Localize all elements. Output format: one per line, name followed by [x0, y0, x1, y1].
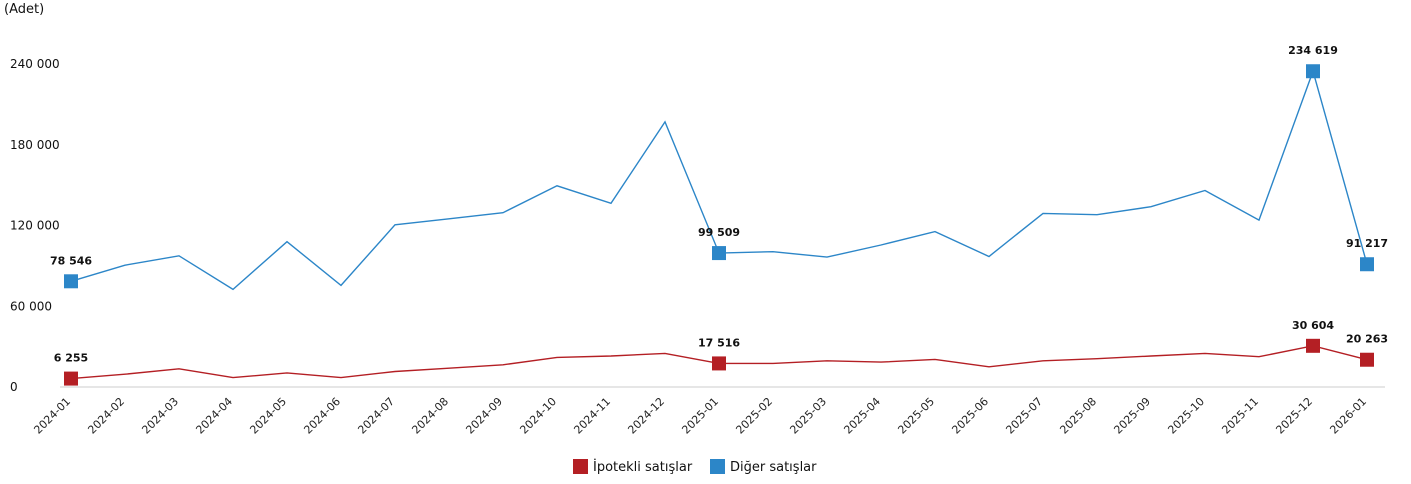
x-tick-label: 2025-01 — [679, 395, 721, 437]
data-point-marker[interactable] — [712, 246, 726, 261]
y-axis-ticks: 0 60 000 120 000 180 000 240 000 — [10, 57, 60, 394]
x-tick-label: 2025-04 — [841, 395, 883, 437]
x-tick-label: 2024-12 — [625, 395, 667, 437]
data-label: 30 604 — [1292, 319, 1334, 332]
data-point-marker[interactable] — [64, 371, 78, 386]
x-tick-label: 2024-01 — [31, 395, 73, 437]
data-label: 234 619 — [1288, 44, 1338, 57]
data-point-marker[interactable] — [1306, 64, 1320, 79]
data-point-marker[interactable] — [1360, 352, 1374, 367]
data-labels: 6 255 17 516 30 604 20 263 78 546 99 509 234 6… — [50, 44, 1388, 364]
y-tick-label: 60 000 — [10, 299, 52, 313]
legend-label[interactable]: Diğer satışlar — [730, 460, 817, 475]
x-tick-label: 2024-08 — [409, 395, 451, 437]
x-axis-ticks: 2024-01 2024-02 2024-03 2024-04 2024-05 2024-… — [31, 395, 1369, 437]
x-tick-label: 2025-03 — [787, 395, 829, 437]
x-tick-label: 2025-11 — [1219, 395, 1261, 437]
y-tick-label: 240 000 — [10, 57, 60, 71]
data-point-marker[interactable] — [64, 274, 78, 289]
data-label: 78 546 — [50, 254, 92, 267]
data-label: 6 255 — [54, 352, 88, 365]
y-tick-label: 180 000 — [10, 138, 60, 152]
data-label: 91 217 — [1346, 237, 1388, 250]
y-tick-label: 0 — [10, 380, 18, 394]
x-tick-label: 2025-07 — [1003, 395, 1045, 437]
data-point-marker[interactable] — [712, 356, 726, 371]
x-tick-label: 2024-06 — [301, 395, 343, 437]
y-tick-label: 120 000 — [10, 219, 60, 233]
legend-swatch — [573, 459, 588, 474]
x-tick-label: 2025-10 — [1165, 395, 1207, 437]
x-tick-label: 2024-07 — [355, 395, 397, 437]
x-tick-label: 2024-11 — [571, 395, 613, 437]
legend-swatch — [710, 459, 725, 474]
data-label: 20 263 — [1346, 333, 1388, 346]
x-tick-label: 2025-08 — [1057, 395, 1099, 437]
x-tick-label: 2024-05 — [247, 395, 289, 437]
legend: İpotekli satışlar Diğer satışlar — [573, 459, 817, 475]
x-tick-label: 2024-03 — [139, 395, 181, 437]
data-point-marker[interactable] — [1360, 257, 1374, 272]
x-tick-label: 2026-01 — [1327, 395, 1369, 437]
data-point-marker[interactable] — [1306, 338, 1320, 353]
data-label: 17 516 — [698, 336, 740, 349]
x-tick-label: 2025-02 — [733, 395, 775, 437]
x-tick-label: 2024-02 — [85, 395, 127, 437]
legend-label[interactable]: İpotekli satışlar — [593, 459, 693, 475]
x-tick-label: 2024-04 — [193, 395, 235, 437]
x-tick-label: 2025-09 — [1111, 395, 1153, 437]
x-tick-label: 2025-12 — [1273, 395, 1315, 437]
unit-label: (Adet) — [4, 2, 44, 17]
x-tick-label: 2024-10 — [517, 395, 559, 437]
x-tick-label: 2024-09 — [463, 395, 505, 437]
x-tick-label: 2025-06 — [949, 395, 991, 437]
series-layer — [64, 64, 1374, 386]
x-tick-label: 2025-05 — [895, 395, 937, 437]
data-label: 99 509 — [698, 226, 740, 239]
